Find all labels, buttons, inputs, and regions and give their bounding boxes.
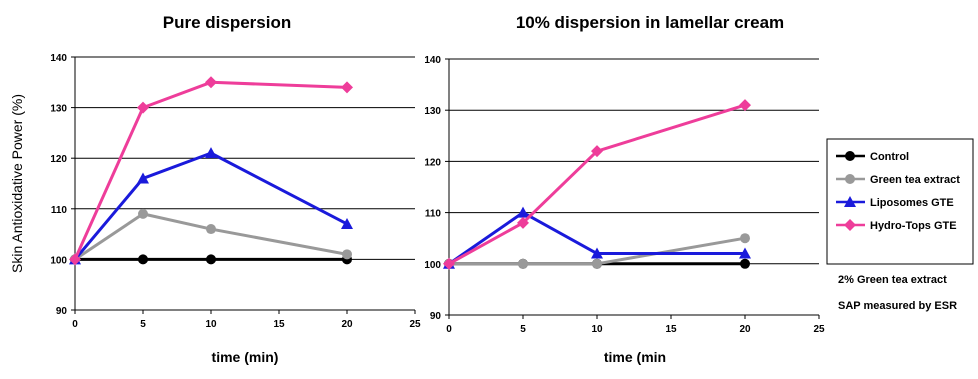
data-point	[138, 208, 148, 219]
series-line	[73, 151, 348, 261]
y-tick-label: 120	[424, 157, 441, 168]
x-axis-label: time (min	[604, 349, 666, 365]
series-line	[73, 80, 348, 261]
series-hydro-tops-gte	[69, 76, 353, 266]
data-point	[592, 258, 602, 269]
data-point	[591, 145, 603, 158]
series-green-tea-extract	[444, 233, 750, 269]
y-tick-label: 90	[56, 306, 68, 317]
series-line	[449, 236, 746, 266]
data-point	[205, 147, 217, 159]
legend-label: Control	[870, 151, 909, 163]
y-tick-label: 110	[425, 209, 442, 220]
chart-title: 10% dispersion in lamellar cream	[516, 13, 784, 32]
x-tick-label: 5	[520, 324, 526, 335]
x-tick-label: 20	[739, 324, 751, 335]
series-control	[70, 254, 352, 265]
legend-marker	[844, 219, 856, 231]
y-tick-label: 100	[424, 260, 441, 271]
y-tick-label: 130	[424, 106, 441, 117]
chart-title: Pure dispersion	[163, 13, 291, 32]
x-tick-label: 20	[341, 319, 353, 330]
data-point	[69, 253, 81, 266]
data-point	[739, 247, 751, 259]
series-line	[448, 211, 745, 266]
data-point	[443, 257, 455, 270]
series-line	[74, 212, 348, 261]
x-tick-label: 10	[205, 319, 217, 330]
data-point	[205, 76, 217, 89]
legend-entry: Hydro-Tops GTE	[836, 219, 957, 232]
y-tick-label: 140	[424, 55, 441, 66]
data-point	[341, 81, 353, 94]
legend-label: Hydro-Tops GTE	[870, 220, 957, 232]
data-point	[137, 172, 149, 184]
series-hydro-tops-gte	[443, 99, 751, 270]
y-tick-label: 90	[430, 311, 442, 322]
notes: 2% Green tea extract SAP measured by ESR	[838, 274, 957, 312]
x-axis-label: time (min)	[212, 349, 279, 365]
y-axis-label: Skin Antioxidative Power (%)	[9, 94, 25, 273]
y-tick-label: 110	[51, 205, 68, 216]
x-tick-label: 0	[446, 324, 452, 335]
data-point	[137, 101, 149, 114]
series-line	[448, 103, 746, 266]
legend-marker	[845, 151, 855, 161]
x-tick-label: 15	[273, 319, 285, 330]
note-text: SAP measured by ESR	[838, 300, 957, 312]
data-point	[740, 233, 750, 244]
legend-entry: Liposomes GTE	[836, 196, 954, 209]
chart-pure-dispersion: 90 100 110 120 130 140 0 5 10 15 20 25 Pure dispersi…	[9, 13, 421, 365]
data-point	[517, 216, 529, 229]
x-tick-label: 25	[409, 319, 421, 330]
legend-entry: Control	[836, 151, 909, 163]
data-point	[341, 217, 353, 229]
data-point	[206, 254, 216, 265]
legend: Control Green tea extract Liposomes GTE Hyd…	[826, 138, 974, 265]
x-tick-label: 5	[140, 319, 146, 330]
legend-entry: Green tea extract	[836, 174, 960, 186]
note-text: 2% Green tea extract	[838, 274, 947, 286]
x-tick-label: 0	[72, 319, 78, 330]
y-tick-label: 130	[50, 104, 67, 115]
data-point	[138, 254, 148, 265]
x-tick-label: 15	[665, 324, 677, 335]
data-point	[740, 258, 750, 269]
x-tick-label: 25	[813, 324, 825, 335]
y-tick-label: 140	[50, 53, 67, 64]
legend-label: Green tea extract	[870, 174, 960, 186]
y-tick-label: 100	[50, 255, 67, 266]
data-point	[342, 249, 352, 260]
legend-marker	[845, 174, 855, 184]
y-tick-label: 120	[50, 154, 67, 165]
data-point	[518, 258, 528, 269]
chart-lamellar-cream: 90 100 110 120 130 140 0 5 10 15 20 25 10% dispersio…	[424, 13, 825, 365]
data-point	[591, 247, 603, 259]
legend-marker	[844, 196, 856, 207]
data-point	[517, 206, 529, 218]
legend-label: Liposomes GTE	[870, 197, 954, 209]
data-point	[739, 99, 751, 112]
data-point	[206, 224, 216, 235]
x-tick-label: 10	[591, 324, 603, 335]
